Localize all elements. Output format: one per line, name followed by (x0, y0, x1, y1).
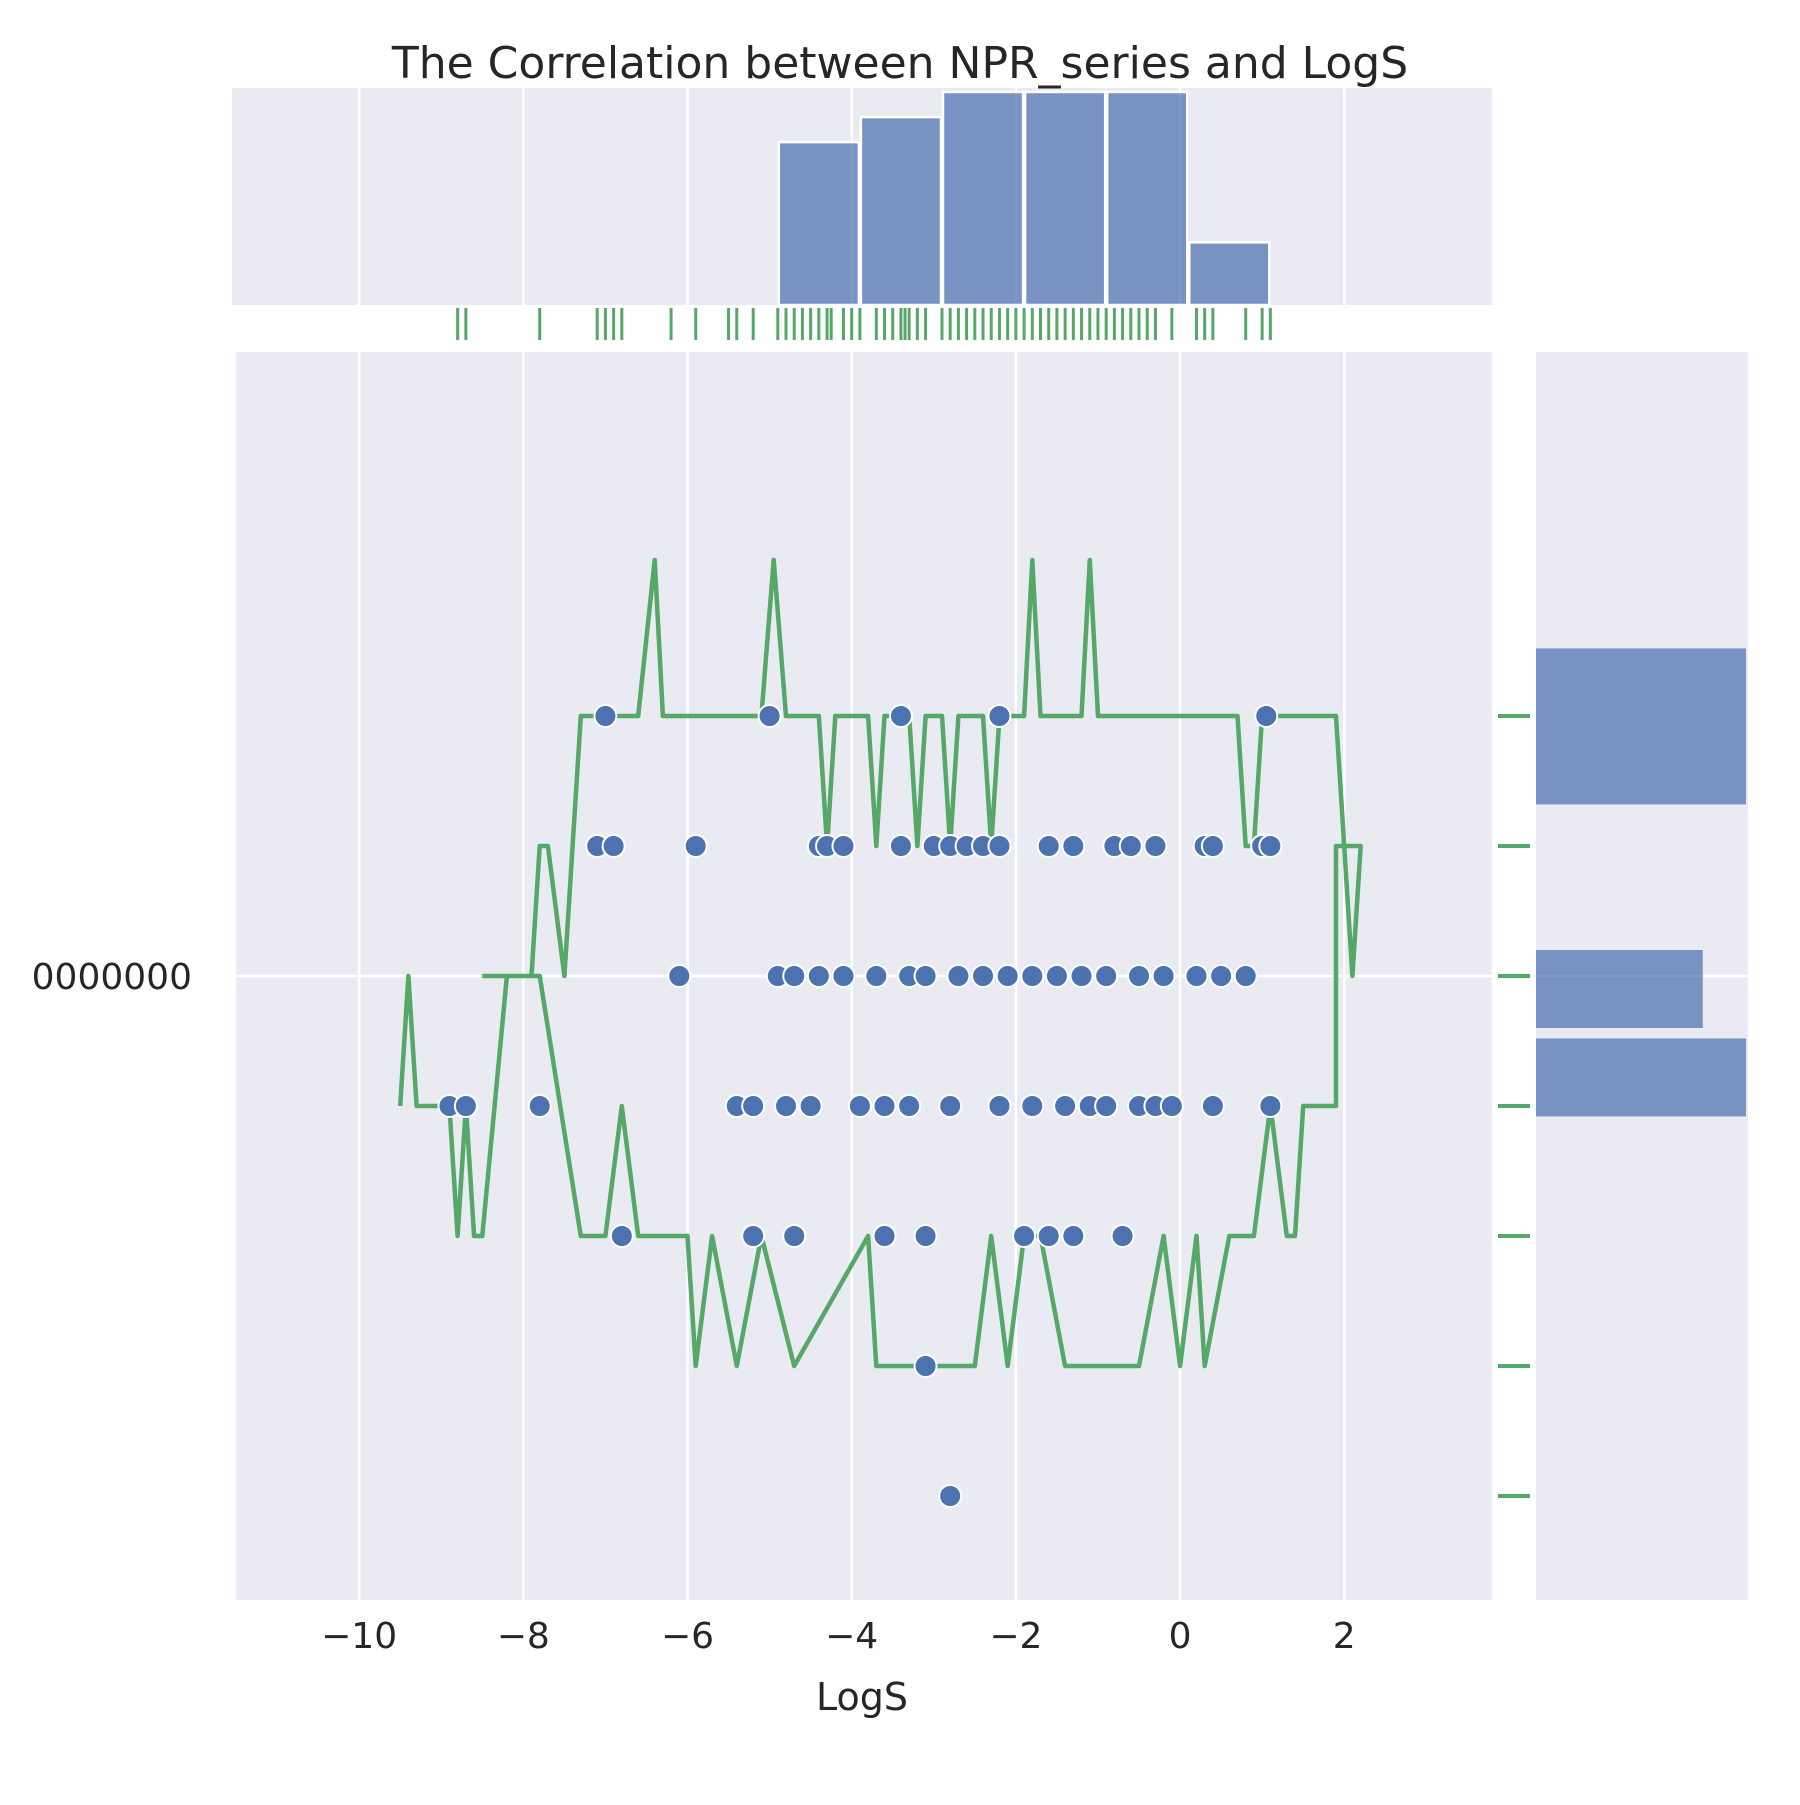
scatter-point-11 (888, 834, 913, 858)
scatter-point-37 (1020, 964, 1045, 988)
scatter-point-2 (888, 704, 913, 728)
scatter-point-7 (683, 834, 708, 858)
scatter-point-64 (1159, 1094, 1184, 1118)
chart-title: The Correlation between NPR_series and L… (391, 38, 1408, 89)
scatter-point-69 (782, 1224, 807, 1248)
x-tick-label: −4 (825, 1616, 878, 1657)
x-tick-label: 2 (1333, 1616, 1356, 1657)
x-tick-label: −10 (321, 1616, 397, 1657)
top-hist-bar-0 (777, 140, 861, 307)
scatter-point-71 (913, 1224, 938, 1248)
scatter-point-25 (1258, 834, 1283, 858)
right-hist-bar-1 (1536, 950, 1703, 1028)
line-series (397, 557, 1363, 1369)
scatter-point-50 (741, 1094, 766, 1118)
scatter-point-44 (1209, 964, 1234, 988)
scatter-point-29 (806, 964, 831, 988)
right-rug-strip (1498, 714, 1530, 1498)
scatter-point-3 (987, 704, 1012, 728)
scatter-point-59 (1053, 1094, 1078, 1118)
scatter-point-16 (987, 834, 1012, 858)
scatter-point-61 (1094, 1094, 1119, 1118)
scatter-point-73 (1036, 1224, 1061, 1248)
x-axis-ticks: −10 −8 −6 −4 −2 0 2 (321, 1616, 1356, 1657)
top-hist-bar-2 (941, 90, 1025, 307)
scatter-point-38 (1044, 964, 1069, 988)
top-rug-strip (456, 308, 1272, 340)
scatter-point-40 (1094, 964, 1119, 988)
scatter-point-33 (913, 964, 938, 988)
right-hist-bar-2 (1536, 1038, 1746, 1117)
scatter-point-68 (741, 1224, 766, 1248)
top-hist-bar-5 (1188, 241, 1271, 307)
scatter-point-52 (798, 1094, 823, 1118)
scatter-point-26 (667, 964, 692, 988)
scatter-point-55 (897, 1094, 922, 1118)
right-hist-bar-0 (1536, 648, 1746, 805)
scatter-point-67 (609, 1224, 634, 1248)
scatter-point-66 (1258, 1094, 1283, 1118)
scatter-point-36 (995, 964, 1020, 988)
scatter-point-10 (831, 834, 856, 858)
scatter-point-58 (1020, 1094, 1045, 1118)
top-hist-bar-3 (1023, 90, 1107, 307)
top-marginal-panel (232, 88, 1492, 307)
x-tick-label: −2 (989, 1616, 1042, 1657)
x-axis-label: LogS (816, 1675, 908, 1719)
scatter-point-77 (938, 1484, 963, 1508)
scatter-point-6 (601, 834, 626, 858)
scatter-point-65 (1200, 1094, 1225, 1118)
scatter-point-34 (946, 964, 971, 988)
scatter-point-48 (527, 1094, 552, 1118)
scatter-point-43 (1184, 964, 1209, 988)
right-marginal-panel (1536, 352, 1748, 1600)
scatter-point-0 (593, 704, 618, 728)
scatter-point-53 (847, 1094, 872, 1118)
scatter-point-41 (1127, 964, 1152, 988)
scatter-point-47 (453, 1094, 478, 1118)
scatter-point-39 (1069, 964, 1094, 988)
scatter-point-45 (1233, 964, 1258, 988)
scatter-point-1 (757, 704, 782, 728)
scatter-point-70 (872, 1224, 897, 1248)
top-hist-bar-1 (859, 115, 943, 307)
scatter-point-51 (774, 1094, 799, 1118)
x-tick-label: 0 (1169, 1616, 1192, 1657)
scatter-point-18 (1061, 834, 1086, 858)
scatter-point-74 (1061, 1224, 1086, 1248)
scatter-point-57 (987, 1094, 1012, 1118)
scatter-point-20 (1118, 834, 1143, 858)
y-axis-ticks: 0000000 (32, 957, 192, 998)
scatter-point-23 (1200, 834, 1225, 858)
scatter-point-28 (782, 964, 807, 988)
scatter-point-76 (913, 1354, 938, 1378)
scatter-point-31 (864, 964, 889, 988)
scatter-point-30 (831, 964, 856, 988)
scatter-point-56 (938, 1094, 963, 1118)
scatter-point-54 (872, 1094, 897, 1118)
main-scatter-panel (236, 352, 1492, 1600)
x-tick-label: −6 (661, 1616, 714, 1657)
scatter-point-75 (1110, 1224, 1135, 1248)
scatter-point-17 (1036, 834, 1061, 858)
scatter-point-35 (971, 964, 996, 988)
x-tick-label: −8 (497, 1616, 550, 1657)
top-hist-bar-4 (1105, 90, 1189, 307)
scatter-point-4 (1254, 704, 1279, 728)
scatter-point-72 (1012, 1224, 1037, 1248)
scatter-point-21 (1143, 834, 1168, 858)
y-tick-label: 0000000 (32, 957, 192, 998)
scatter-point-42 (1151, 964, 1176, 988)
